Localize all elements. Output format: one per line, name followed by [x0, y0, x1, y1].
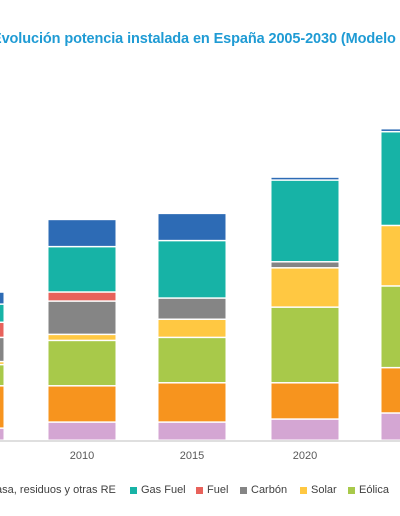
bar-segment-2005-2	[0, 365, 4, 386]
bar-segment-2005-5	[0, 323, 4, 337]
bar-segment-2015-6	[158, 241, 226, 298]
bars-layer	[0, 129, 400, 440]
bar-segment-2025-0	[381, 413, 400, 440]
legend-label: Eólica	[359, 484, 389, 496]
bar-segment-2010-4	[48, 301, 116, 334]
bar-segment-2010-5	[48, 292, 116, 301]
bar-segment-2025-2	[381, 286, 400, 367]
bar-segment-2020-7	[271, 177, 339, 180]
chart-legend: Biomasa, residuos y otras RE Gas Fuel Fuel…	[0, 484, 400, 502]
bar-segment-2005-0	[0, 428, 4, 440]
legend-item: Carbón	[240, 484, 287, 496]
legend-label: Gas Fuel	[141, 484, 186, 496]
legend-label: Carbón	[251, 484, 288, 496]
bar-segment-2010-0	[48, 422, 116, 440]
bar-segment-2025-3	[381, 226, 400, 286]
bar-segment-2010-3	[48, 335, 116, 340]
bar-segment-2025-6	[381, 132, 400, 225]
legend-item: Eólica	[348, 484, 389, 496]
legend-label: Fuel	[207, 484, 229, 496]
bar-segment-2020-4	[271, 262, 339, 268]
bar-segment-2015-4	[158, 298, 226, 319]
bar-segment-2005-6	[0, 304, 4, 322]
legend-swatch	[240, 486, 247, 494]
legend-swatch	[196, 486, 203, 494]
legend-swatch	[348, 486, 355, 494]
legend-item: Fuel	[196, 484, 228, 496]
x-tick-label-2015: 2015	[180, 450, 204, 462]
bar-segment-2015-0	[158, 422, 226, 440]
legend-label: Solar	[311, 484, 337, 496]
legend-item: Solar	[300, 484, 337, 496]
bar-segment-2015-3	[158, 320, 226, 337]
bar-segment-2015-2	[158, 338, 226, 383]
bar-segment-2005-7	[0, 292, 4, 304]
x-tick-label-2020: 2020	[293, 450, 317, 462]
x-tick-labels: 20052010201520202025	[70, 450, 317, 462]
bar-segment-2020-6	[271, 180, 339, 262]
x-tick-label-2010: 2010	[70, 450, 94, 462]
legend-swatch	[300, 486, 307, 494]
bar-segment-2020-1	[271, 383, 339, 419]
legend-swatch	[130, 486, 137, 494]
bar-segment-2025-1	[381, 368, 400, 413]
bar-segment-2005-1	[0, 386, 4, 428]
bar-segment-2005-3	[0, 362, 4, 364]
bar-segment-2015-1	[158, 383, 226, 422]
stacked-bar-chart: 20052010201520202025	[0, 129, 400, 462]
bar-segment-2010-6	[48, 247, 116, 292]
bar-segment-2020-3	[271, 268, 339, 307]
bar-segment-2025-7	[381, 129, 400, 131]
bar-segment-2010-2	[48, 341, 116, 386]
bar-segment-2010-1	[48, 386, 116, 422]
legend-item: Biomasa, residuos y otras RE	[0, 484, 116, 496]
bar-segment-2010-7	[48, 220, 116, 246]
legend-item: Gas Fuel	[130, 484, 186, 496]
bar-segment-2015-7	[158, 214, 226, 240]
bar-segment-2020-0	[271, 419, 339, 440]
bar-segment-2005-4	[0, 338, 4, 361]
bar-segment-2020-2	[271, 307, 339, 383]
chart-title: Evolución potencia instalada en España 2…	[0, 31, 400, 47]
legend-label: Biomasa, residuos y otras RE	[0, 484, 116, 496]
